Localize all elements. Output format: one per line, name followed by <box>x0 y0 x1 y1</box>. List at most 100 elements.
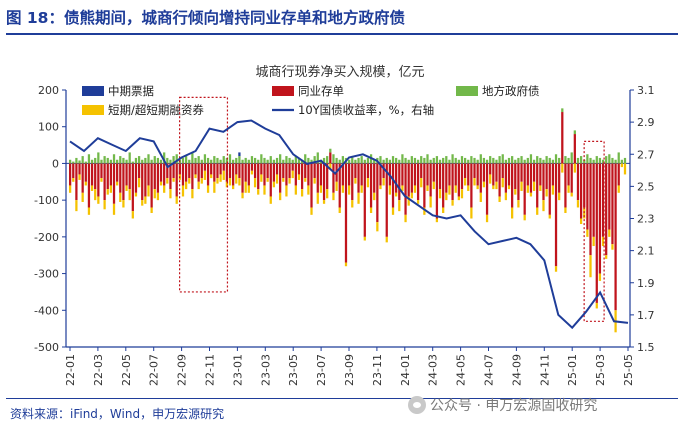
bar-lgb <box>454 157 457 164</box>
bar-cp <box>351 200 354 208</box>
bar-ncd <box>125 163 128 186</box>
bar-cp <box>294 185 297 195</box>
bar-cp <box>269 196 272 204</box>
bar-ncd <box>326 163 329 190</box>
bar-cp <box>554 266 558 272</box>
bar-ncd <box>228 163 232 179</box>
bar-ncd <box>341 163 344 186</box>
y-right-tick-label: 2.5 <box>637 180 655 193</box>
bar-cp <box>373 192 376 201</box>
bar-ncd <box>316 163 319 193</box>
bar-lgb <box>94 157 97 164</box>
bar-cp <box>163 185 166 193</box>
bar-lgb <box>272 159 276 164</box>
bar-lgb <box>81 156 84 164</box>
bar-lgb <box>213 156 216 164</box>
bar-lgb <box>567 157 570 164</box>
bar-cp <box>78 174 81 180</box>
bar-cp <box>598 273 602 281</box>
bar-lgb <box>598 157 602 164</box>
x-tick-label: 23-01 <box>231 354 244 386</box>
bar-cp <box>263 185 266 195</box>
x-tick-label: 22-09 <box>176 354 189 386</box>
bar-cp <box>366 178 370 188</box>
bar-lgb <box>288 157 291 164</box>
bar-ncd <box>573 134 576 164</box>
bar-ncd <box>269 163 272 197</box>
bar-cp <box>548 214 551 219</box>
bar-ncd <box>489 163 492 175</box>
bar-ncd <box>244 163 247 182</box>
figure-title: 图 18：债熊期间，城商行倾向增持同业存单和地方政府债 <box>6 9 405 27</box>
bar-cp <box>413 185 417 193</box>
y-right-tick-label: 2.9 <box>637 116 655 129</box>
bar-lgb <box>169 159 172 164</box>
bar-cp <box>520 181 523 191</box>
bar-ncd <box>423 163 426 208</box>
bar-ncd <box>498 163 501 197</box>
bar-ncd <box>222 163 225 171</box>
bar-cp <box>116 181 119 186</box>
bar-cp <box>341 185 344 193</box>
bar-cp <box>184 181 188 190</box>
bar-lgb <box>90 159 94 164</box>
bar-ncd <box>404 163 407 215</box>
bar-ncd <box>232 163 235 186</box>
bar-cp <box>570 192 573 197</box>
bar-lgb <box>482 157 486 164</box>
bar-ncd <box>511 163 514 208</box>
bar-cp <box>395 192 398 197</box>
bar-cp <box>432 181 435 190</box>
bar-cp <box>523 214 526 221</box>
bar-lgb <box>420 156 423 164</box>
bar-lgb <box>391 156 395 164</box>
bar-lgb <box>122 157 125 164</box>
bar-ncd <box>445 163 448 193</box>
bar-ncd <box>307 163 310 186</box>
bar-ncd <box>94 163 97 190</box>
x-tick-label: 24-01 <box>399 354 412 386</box>
bar-ncd <box>357 163 360 193</box>
bar-ncd <box>241 163 244 193</box>
bar-ncd <box>426 163 429 186</box>
bar-lgb <box>614 159 617 164</box>
bar-cp <box>282 178 285 182</box>
bar-ncd <box>294 163 297 186</box>
bar-ncd <box>338 163 341 208</box>
bar-cp <box>611 244 614 250</box>
bar-lgb <box>514 159 517 164</box>
bar-lgb <box>435 156 439 164</box>
x-tick-label: 24-07 <box>483 354 496 386</box>
bar-ncd <box>144 163 147 197</box>
bar-ncd <box>382 163 385 179</box>
legend-swatch <box>456 86 478 96</box>
bar-lgb <box>554 154 558 164</box>
bar-lgb <box>235 157 238 164</box>
bar-cp <box>595 302 598 309</box>
bar-lgb <box>589 157 592 164</box>
bar-lgb <box>410 156 413 164</box>
chart-title: 城商行现券净买入规模，亿元 <box>255 64 424 80</box>
bar-cp <box>100 178 103 182</box>
bar-lgb <box>492 157 495 164</box>
bar-lgb <box>463 157 467 164</box>
bar-lgb <box>467 159 470 164</box>
bar-lgb <box>247 159 250 164</box>
bar-cp <box>304 178 307 182</box>
bar-ncd <box>467 163 470 186</box>
bar-cp <box>279 192 282 201</box>
bar-cp <box>153 189 156 199</box>
bar-ncd <box>147 163 150 186</box>
bar-lgb <box>470 156 473 164</box>
bar-cp <box>90 185 94 191</box>
bar-ncd <box>119 163 122 193</box>
bar-ncd <box>310 163 313 208</box>
y-right-tick-label: 2.3 <box>637 213 655 226</box>
bar-lgb <box>385 157 388 164</box>
bar-ncd <box>523 163 526 215</box>
bar-cp <box>482 181 486 188</box>
bar-cp <box>388 185 392 195</box>
bar-cp <box>147 185 150 197</box>
bar-lgb <box>338 159 341 164</box>
